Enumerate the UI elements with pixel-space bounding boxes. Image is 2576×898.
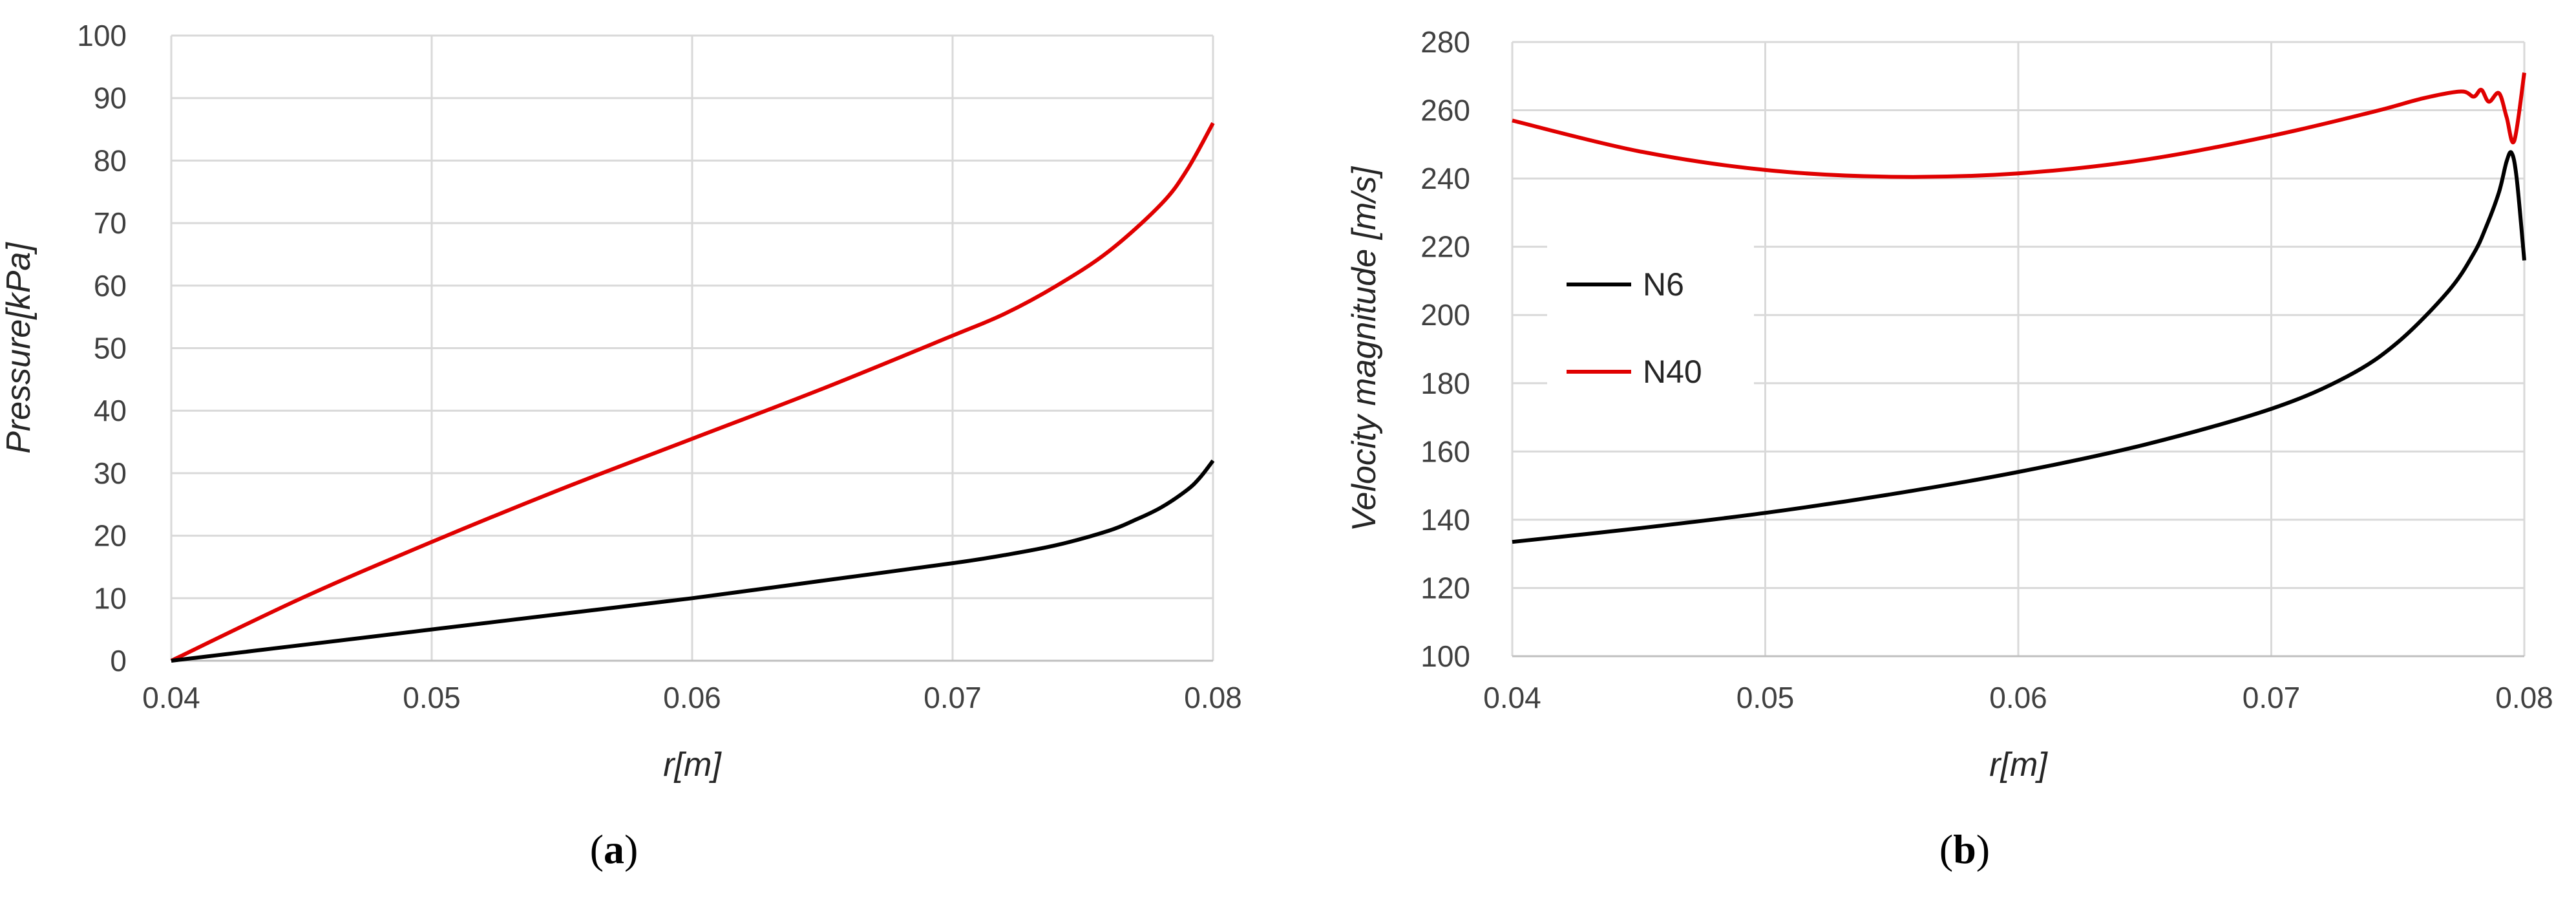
x-tick-label: 0.05 [1737, 681, 1795, 714]
panel-a-chart: 0 10 20 30 40 50 60 70 80 90 100 0.04 0.05 0.06 0.07 0.… [0, 19, 1242, 872]
series-line-1 [170, 122, 1215, 663]
x-tick-label: 0.04 [1483, 681, 1541, 714]
x-axis-title: r[m] [663, 746, 722, 784]
y-tick-label: 70 [94, 206, 127, 240]
x-axis-title: r[m] [1989, 746, 2048, 784]
x-tick-label: 0.05 [403, 681, 461, 714]
y-tick-label: 60 [94, 269, 127, 303]
panel-letter: a [604, 826, 624, 872]
y-tick-label: 120 [1420, 571, 1470, 604]
x-tick-label: 0.04 [142, 681, 200, 714]
y-tick-label: 20 [94, 519, 127, 553]
panel-label: (a) [590, 826, 639, 872]
x-tick-label: 0.06 [663, 681, 721, 714]
y-tick-label: 90 [94, 81, 127, 115]
legend-label-n40: N40 [1643, 354, 1702, 390]
series-line-n6 [1512, 150, 2526, 544]
legend: N6 N40 [1547, 233, 1754, 401]
x-tick-label: 0.08 [2495, 681, 2553, 714]
y-tick-label: 220 [1420, 230, 1470, 264]
y-tick-label: 50 [94, 332, 127, 365]
y-tick-label: 40 [94, 394, 127, 427]
x-tick-label: 0.07 [2243, 681, 2301, 714]
y-tick-label: 160 [1420, 434, 1470, 468]
panel-letter: b [1953, 826, 1976, 872]
panel-b-chart: 100 120 140 160 180 200 220 240 260 280 0.04 0.05 0.… [1346, 25, 2553, 872]
x-tick-label: 0.06 [1989, 681, 2047, 714]
y-tick-label: 30 [94, 456, 127, 490]
y-tick-label: 280 [1420, 25, 1470, 59]
y-tick-label: 240 [1420, 162, 1470, 195]
gridlines [170, 34, 1214, 662]
y-axis-title: Pressure[kPa] [0, 242, 37, 454]
y-tick-label: 140 [1420, 503, 1470, 537]
y-tick-label: 80 [94, 144, 127, 177]
x-tick-label: 0.07 [924, 681, 982, 714]
y-tick-label: 180 [1420, 367, 1470, 400]
series-line-2 [171, 459, 1215, 663]
x-tick-label: 0.08 [1184, 681, 1242, 714]
y-tick-label: 200 [1420, 298, 1470, 332]
y-tick-label: 100 [77, 19, 127, 52]
legend-label-n6: N6 [1643, 266, 1684, 303]
y-tick-label: 100 [1420, 639, 1470, 673]
panel-label: (b) [1939, 826, 1990, 872]
y-axis-title: Velocity magnitude [m/s] [1346, 166, 1383, 531]
y-tick-label: 10 [94, 581, 127, 615]
series-line-n40 [1512, 72, 2526, 179]
y-tick-label: 0 [110, 644, 127, 678]
y-tick-label: 260 [1420, 94, 1470, 127]
